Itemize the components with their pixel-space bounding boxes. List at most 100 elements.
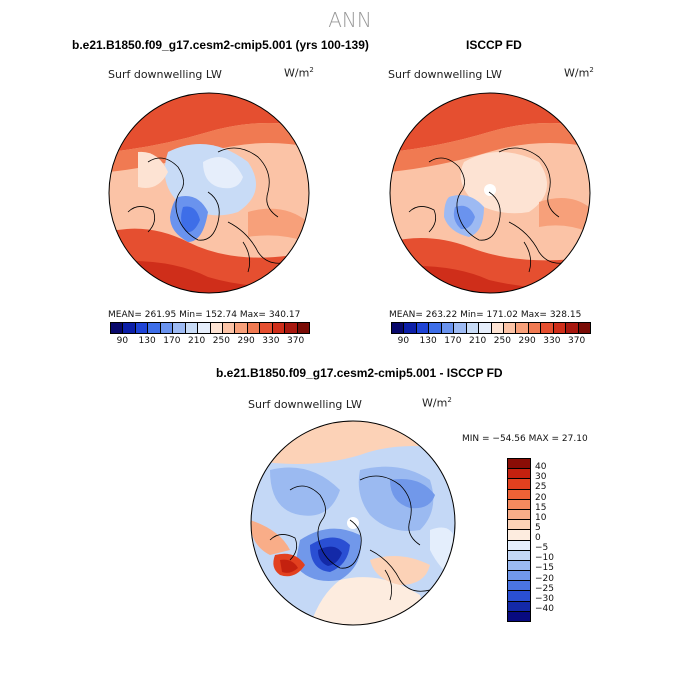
colorbar-swatch [260, 323, 273, 333]
panel3-map [250, 420, 456, 626]
page-title: ANN [328, 8, 372, 32]
panel3-title: b.e21.B1850.f09_g17.cesm2-cmip5.001 - IS… [216, 366, 503, 380]
colorbar-tick-label: −20 [535, 573, 554, 584]
colorbar-tick-label: 130 [138, 336, 156, 346]
colorbar-swatch [173, 323, 186, 333]
colorbar-tick-label: 0 [535, 533, 541, 543]
colorbar-swatch [185, 323, 199, 333]
colorbar-swatch [508, 560, 530, 572]
panel3-field-label: Surf downwelling LW [248, 398, 362, 411]
panel1-stats: MEAN= 261.95 Min= 152.74 Max= 340.17 [108, 310, 301, 320]
colorbar-tick-label: −10 [535, 553, 554, 564]
colorbar-swatch [508, 499, 530, 510]
colorbar-swatch [392, 323, 405, 333]
colorbar-swatch [466, 323, 480, 333]
colorbar-swatch [111, 323, 124, 333]
panel2-units: W/m2 [564, 66, 594, 80]
colorbar-tick-label: −30 [535, 593, 554, 604]
colorbar-swatch [508, 550, 530, 561]
colorbar-tick-label: 10 [535, 512, 547, 523]
colorbar-swatch [454, 323, 467, 333]
colorbar-swatch [566, 323, 579, 333]
colorbar-tick-label: 170 [444, 336, 462, 346]
colorbar-tick-label: 370 [287, 336, 305, 346]
panel1-units: W/m2 [284, 66, 314, 80]
colorbar-swatch [508, 479, 530, 490]
colorbar-swatch [508, 520, 530, 531]
colorbar-tick-label: 290 [237, 336, 255, 346]
polar-map-icon [250, 420, 456, 626]
colorbar-tick-label: 20 [535, 492, 547, 503]
colorbar-swatch [508, 540, 530, 551]
colorbar-swatch [578, 323, 590, 333]
colorbar-swatch [148, 323, 161, 333]
colorbar-swatch [429, 323, 442, 333]
colorbar-swatch [508, 611, 530, 621]
colorbar-swatch [285, 323, 298, 333]
colorbar-tick-label: −5 [535, 543, 549, 554]
panel1-field-label: Surf downwelling LW [108, 68, 222, 81]
colorbar-swatch [123, 323, 136, 333]
panel2-colorbar [391, 322, 591, 334]
colorbar-swatch [508, 581, 530, 592]
colorbar-tick-label: 30 [535, 472, 547, 483]
polar-map-icon [108, 92, 310, 294]
panel1-title: b.e21.B1850.f09_g17.cesm2-cmip5.001 (yrs… [72, 38, 369, 52]
colorbar-tick-label: 210 [188, 336, 206, 346]
colorbar-swatch [508, 591, 530, 602]
colorbar-swatch [222, 323, 236, 333]
panel1-colorbar-labels: 90 130 170 210 250 290 330 370 [110, 336, 308, 348]
colorbar-tick-label: −40 [535, 603, 554, 614]
colorbar-swatch [235, 323, 248, 333]
colorbar-swatch [404, 323, 417, 333]
panel2-map [389, 92, 591, 294]
colorbar-swatch [508, 459, 530, 470]
panel3-units: W/m2 [422, 396, 452, 410]
colorbar-tick-label: 290 [518, 336, 536, 346]
colorbar-swatch [503, 323, 517, 333]
colorbar-tick-label: −25 [535, 583, 554, 594]
colorbar-swatch [198, 323, 211, 333]
colorbar-swatch [508, 489, 530, 500]
colorbar-swatch [541, 323, 554, 333]
colorbar-swatch [508, 509, 530, 521]
panel2-stats: MEAN= 263.22 Min= 171.02 Max= 328.15 [389, 310, 582, 320]
colorbar-tick-label: 210 [469, 336, 487, 346]
panel3-colorbar [507, 458, 531, 622]
colorbar-swatch [135, 323, 149, 333]
panel3-colorbar-labels: 40 30 25 20 15 10 5 0 −5 −10 −15 −20 −25 −30 −40 [535, 458, 575, 620]
colorbar-tick-label: 40 [535, 462, 547, 473]
panel3-stats: MIN = −54.56 MAX = 27.10 [462, 434, 588, 444]
colorbar-tick-label: 250 [212, 336, 230, 346]
colorbar-swatch [247, 323, 261, 333]
colorbar-swatch [416, 323, 430, 333]
colorbar-tick-label: 250 [493, 336, 511, 346]
colorbar-swatch [479, 323, 492, 333]
panel2-title: ISCCP FD [466, 38, 522, 52]
colorbar-tick-label: 90 [116, 336, 129, 346]
colorbar-swatch [272, 323, 286, 333]
colorbar-swatch [491, 323, 504, 333]
colorbar-swatch [508, 469, 530, 480]
colorbar-tick-label: 330 [262, 336, 280, 346]
colorbar-swatch [297, 323, 309, 333]
colorbar-swatch [160, 323, 174, 333]
colorbar-tick-label: 130 [419, 336, 437, 346]
colorbar-tick-label: 15 [535, 502, 547, 513]
colorbar-swatch [210, 323, 223, 333]
panel2-colorbar-labels: 90 130 170 210 250 290 330 370 [391, 336, 589, 348]
polar-map-icon [389, 92, 591, 294]
panel2-field-label: Surf downwelling LW [388, 68, 502, 81]
colorbar-swatch [553, 323, 567, 333]
colorbar-tick-label: 25 [535, 482, 547, 493]
colorbar-swatch [528, 323, 542, 333]
panel1-colorbar [110, 322, 310, 334]
panel1-map [108, 92, 310, 294]
colorbar-tick-label: 170 [163, 336, 181, 346]
colorbar-tick-label: −15 [535, 563, 554, 574]
colorbar-swatch [516, 323, 529, 333]
colorbar-tick-label: 330 [543, 336, 561, 346]
colorbar-swatch [508, 571, 530, 582]
colorbar-swatch [508, 530, 530, 541]
colorbar-tick-label: 370 [568, 336, 586, 346]
